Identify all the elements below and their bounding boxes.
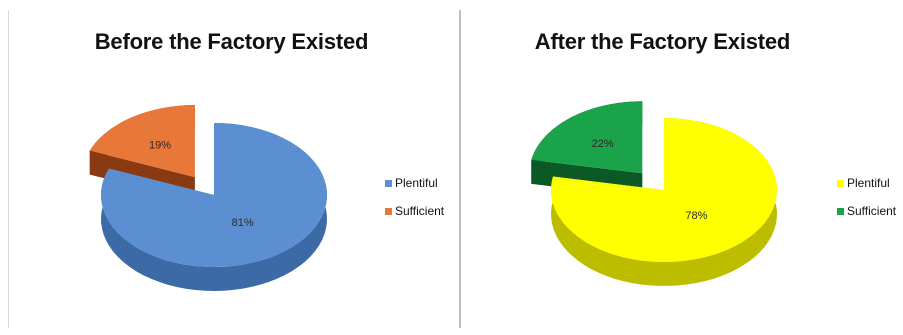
legend-swatch-sufficient	[837, 207, 844, 215]
slice-data-label: 81%	[232, 217, 254, 229]
legend-swatch-plentiful	[837, 179, 844, 187]
legend-swatch-sufficient	[385, 207, 392, 215]
legend-item-plentiful: Plentiful	[837, 176, 896, 190]
legend-item-plentiful: Plentiful	[385, 176, 444, 190]
slice-data-label: 78%	[685, 210, 707, 222]
legend-label: Sufficient	[395, 204, 445, 218]
pie-slice-plentiful	[551, 118, 777, 262]
pie-chart-after: 78% 22%	[531, 101, 777, 286]
slice-data-label: 22%	[592, 138, 614, 150]
chart-panel-after: After the Factory Existed 78% 22% Plentif…	[459, 10, 899, 328]
legend-item-sufficient: Sufficient	[385, 204, 444, 218]
pie-slice-sufficient	[531, 101, 643, 174]
legend-label: Plentiful	[847, 176, 890, 190]
chart-title: Before the Factory Existed	[94, 29, 369, 54]
legend-swatch-plentiful	[385, 179, 392, 187]
pie-slice-sufficient	[89, 105, 195, 178]
pie-slice-plentiful	[101, 123, 327, 267]
chart-legend: Plentiful Sufficient	[837, 176, 896, 232]
legend-label: Plentiful	[395, 176, 438, 190]
chart-title: After the Factory Existed	[534, 29, 791, 54]
legend-item-sufficient: Sufficient	[837, 204, 896, 218]
slice-data-label: 19%	[149, 139, 171, 151]
chart-legend: Plentiful Sufficient	[385, 176, 444, 232]
pie-chart-before: 81% 19%	[89, 105, 327, 291]
legend-label: Sufficient	[847, 204, 897, 218]
chart-panel-before: Before the Factory Existed 81% 19% Plenti…	[8, 10, 454, 328]
